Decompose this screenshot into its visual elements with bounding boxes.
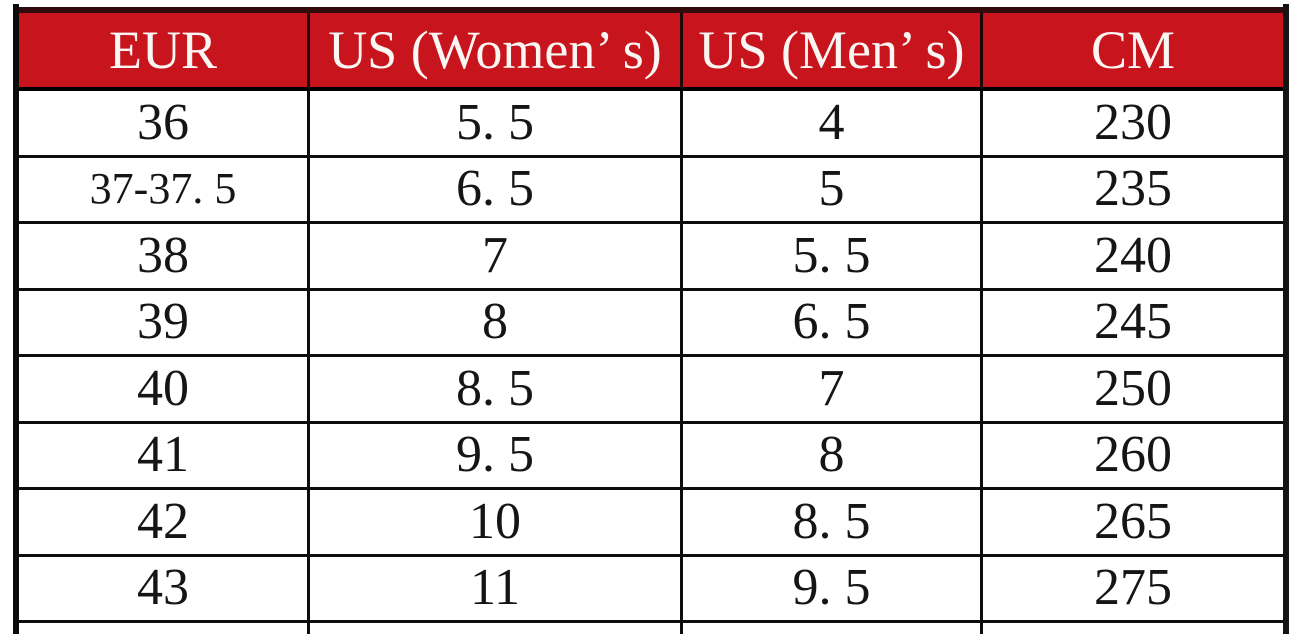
column-header-us-womens: US (Women’ s)	[310, 13, 683, 91]
column-header-cm: CM	[983, 13, 1283, 91]
table-cell: 39	[19, 290, 310, 357]
table-cell: 230	[983, 91, 1283, 158]
table-cell: 42	[19, 490, 310, 557]
table-cell: 38	[19, 224, 310, 291]
table-cell-partial	[19, 623, 310, 634]
table-cell: 7	[310, 224, 683, 291]
table-cell: 9. 5	[683, 556, 983, 623]
table-cell-partial	[310, 623, 683, 634]
table-cell: 5	[683, 157, 983, 224]
table-cell: 250	[983, 357, 1283, 424]
table-cell: 8. 5	[310, 357, 683, 424]
table-cell: 40	[19, 357, 310, 424]
table-cell: 240	[983, 224, 1283, 291]
size-chart-frame: EUR US (Women’ s) US (Men’ s) CM 36 5. 5…	[13, 4, 1289, 634]
table-cell: 275	[983, 556, 1283, 623]
table-cell: 5. 5	[683, 224, 983, 291]
table-cell-partial	[983, 623, 1283, 634]
table-cell: 36	[19, 91, 310, 158]
table-cell: 41	[19, 423, 310, 490]
table-cell: 5. 5	[310, 91, 683, 158]
table-cell: 6. 5	[683, 290, 983, 357]
table-cell: 7	[683, 357, 983, 424]
table-cell-partial	[683, 623, 983, 634]
column-header-us-mens: US (Men’ s)	[683, 13, 983, 91]
table-cell: 235	[983, 157, 1283, 224]
table-cell: 8	[310, 290, 683, 357]
table-cell: 6. 5	[310, 157, 683, 224]
table-cell: 43	[19, 556, 310, 623]
table-cell: 10	[310, 490, 683, 557]
table-cell: 8	[683, 423, 983, 490]
table-cell: 9. 5	[310, 423, 683, 490]
size-chart-table: EUR US (Women’ s) US (Men’ s) CM 36 5. 5…	[19, 7, 1283, 634]
table-cell: 4	[683, 91, 983, 158]
table-cell: 265	[983, 490, 1283, 557]
column-header-eur: EUR	[19, 13, 310, 91]
table-cell: 8. 5	[683, 490, 983, 557]
table-cell: 245	[983, 290, 1283, 357]
table-cell: 11	[310, 556, 683, 623]
table-cell: 37-37. 5	[19, 157, 310, 224]
table-cell: 260	[983, 423, 1283, 490]
